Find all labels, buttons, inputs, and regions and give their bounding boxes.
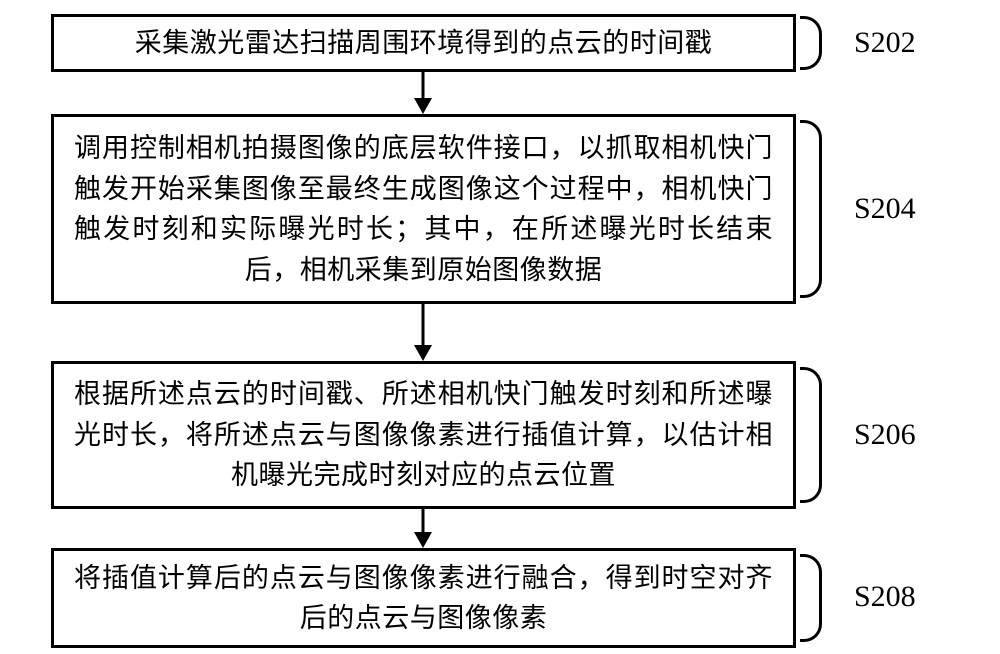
flow-node-text: 采集激光雷达扫描周围环境得到的点云的时间戳 [74, 23, 773, 64]
step-label-s206: S206 [854, 418, 916, 452]
arrow-s204-s206 [423, 304, 443, 361]
step-label-s202: S202 [854, 26, 916, 60]
step-label-s208: S208 [854, 580, 916, 614]
flow-node-s202: 采集激光雷达扫描周围环境得到的点云的时间戳 [51, 14, 796, 72]
step-label-s204: S204 [854, 192, 916, 226]
arrow-s206-s208 [423, 509, 443, 548]
flow-node-text: 将插值计算后的点云与图像像素进行融合，得到时空对齐后的点云与图像像素 [74, 558, 773, 639]
flowchart-canvas: 采集激光雷达扫描周围环境得到的点云的时间戳 S202 调用控制相机拍摄图像的底层… [0, 0, 1000, 654]
flow-node-text: 调用控制相机拍摄图像的底层软件接口，以抓取相机快门触发开始采集图像至最终生成图像… [74, 128, 773, 290]
brace-s208 [800, 554, 822, 642]
brace-s204 [800, 120, 822, 298]
flow-node-text: 根据所述点云的时间戳、所述相机快门触发时刻和所述曝光时长，将所述点云与图像像素进… [74, 374, 773, 496]
brace-s206 [800, 367, 822, 503]
arrow-s202-s204 [423, 72, 443, 114]
flow-node-s204: 调用控制相机拍摄图像的底层软件接口，以抓取相机快门触发开始采集图像至最终生成图像… [51, 114, 796, 304]
flow-node-s208: 将插值计算后的点云与图像像素进行融合，得到时空对齐后的点云与图像像素 [51, 548, 796, 648]
brace-s202 [800, 16, 822, 70]
flow-node-s206: 根据所述点云的时间戳、所述相机快门触发时刻和所述曝光时长，将所述点云与图像像素进… [51, 361, 796, 509]
